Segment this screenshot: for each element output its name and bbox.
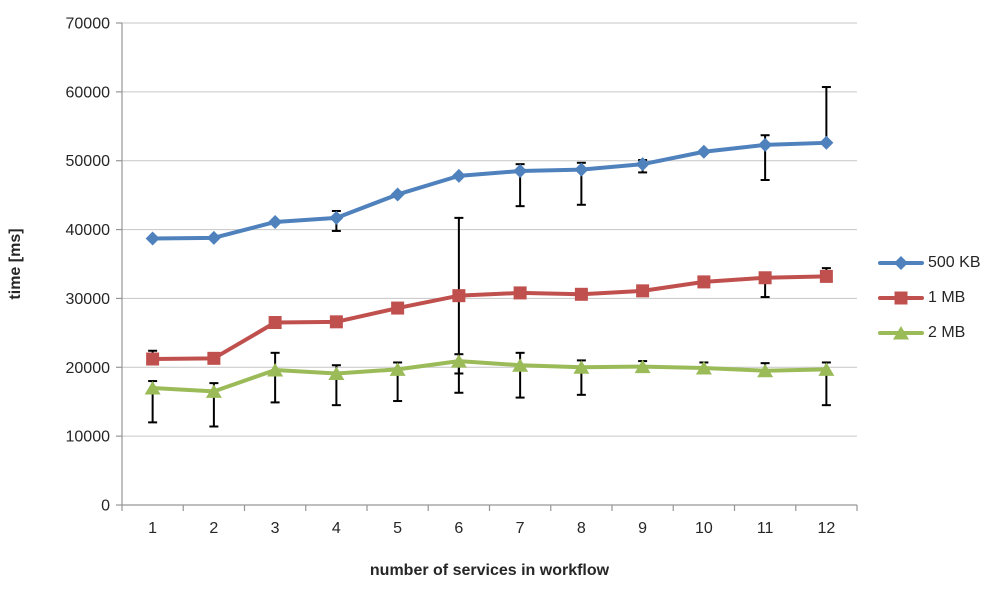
- x-tick-label: 10: [695, 520, 713, 537]
- y-tick-label: 60000: [66, 84, 111, 101]
- x-tick-labels: 1 2 3 4 5 6 7 8 9 10 11 12: [148, 520, 835, 537]
- x-tick-label: 2: [209, 520, 218, 537]
- x-tick-label: 4: [332, 520, 341, 537]
- legend-entry-2-mb: 2 MB: [878, 322, 980, 344]
- y-tick-label: 30000: [66, 291, 111, 308]
- legend-label: 500 KB: [928, 254, 981, 271]
- series-500-kb: [145, 86, 834, 246]
- series-markers-500-kb: [145, 135, 834, 246]
- triangle-marker-icon: [878, 326, 924, 340]
- series-2-mb: [144, 351, 835, 428]
- legend-entry-1-mb: 1 MB: [878, 287, 980, 309]
- diamond-marker-icon: [878, 256, 924, 270]
- gridlines: [122, 22, 857, 437]
- x-tick-label: 7: [516, 520, 525, 537]
- x-axis-title: number of services in workflow: [369, 562, 610, 579]
- series-line-500-kb: [150, 140, 829, 241]
- y-tick-label: 50000: [66, 153, 111, 170]
- x-tick-label: 1: [148, 520, 157, 537]
- x-tick-label: 5: [393, 520, 402, 537]
- chart-legend: 500 KB 1 MB 2 MB: [878, 252, 980, 357]
- legend-entry-500-kb: 500 KB: [878, 252, 980, 274]
- square-marker-icon: [878, 291, 924, 305]
- legend-label: 2 MB: [928, 324, 966, 341]
- y-axis-title: time [ms]: [7, 228, 24, 300]
- series-1-mb: [146, 216, 833, 375]
- y-tick-label: 20000: [66, 360, 111, 377]
- error-bars-500-kb: [331, 86, 831, 232]
- x-tick-label: 9: [638, 520, 647, 537]
- x-tick-label: 8: [577, 520, 586, 537]
- x-tick-label: 6: [454, 520, 463, 537]
- series-markers-2-mb: [144, 354, 835, 398]
- series-line-2-mb: [150, 359, 829, 394]
- legend-label: 1 MB: [928, 289, 966, 306]
- x-tick-label: 12: [817, 520, 835, 537]
- y-tick-labels: 0 10000 20000 30000 40000 50000 60000 70000: [66, 16, 111, 515]
- axes: [116, 22, 858, 511]
- y-tick-label: 10000: [66, 429, 111, 446]
- series-line-1-mb: [150, 274, 829, 362]
- y-tick-label: 40000: [66, 222, 111, 239]
- series-markers-1-mb: [146, 269, 833, 366]
- y-tick-label: 0: [101, 498, 110, 515]
- y-tick-label: 70000: [66, 16, 111, 33]
- x-tick-label: 3: [271, 520, 280, 537]
- x-tick-label: 11: [757, 520, 774, 537]
